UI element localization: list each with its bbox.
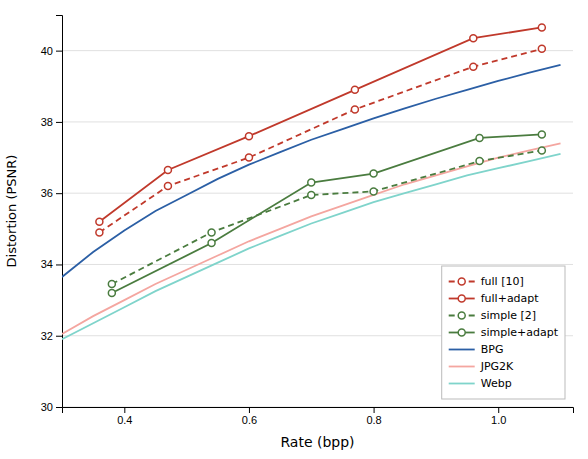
series [96, 24, 545, 225]
y-axis-title: Distortion (PSNR) [4, 155, 19, 268]
point [476, 134, 483, 141]
tick-mark [56, 336, 62, 337]
point [108, 281, 115, 288]
series-line [99, 27, 541, 221]
legend-marker [458, 329, 465, 336]
axis-line [56, 16, 63, 408]
legend-box [442, 266, 565, 399]
legend-label: simple+adapt [481, 326, 559, 339]
chart: 0.4 0.6 0.8 1.0 30 32 34 36 38 40 full [10] full+ad… [0, 0, 588, 459]
tick-label: 40 [41, 45, 53, 57]
point [538, 45, 545, 52]
series-line [112, 150, 542, 284]
plot: 0.4 0.6 0.8 1.0 30 32 34 36 38 40 full [10] full+ad… [41, 16, 574, 426]
series-group [62, 24, 561, 339]
point [470, 35, 477, 42]
legend-marker [458, 312, 465, 319]
point [108, 289, 115, 296]
tick-mark [56, 407, 62, 408]
axis-line [63, 408, 574, 414]
tick-label: 1.0 [491, 414, 506, 426]
tick-label: 30 [41, 401, 53, 413]
x-axis: 0.4 0.6 0.8 1.0 [63, 407, 574, 426]
point [538, 147, 545, 154]
tick-mark [56, 264, 62, 265]
tick: 0.8 [366, 407, 381, 426]
legend-swatch [449, 383, 475, 385]
tick: 40 [41, 45, 62, 57]
tick: 1.0 [491, 407, 506, 426]
tick-label: 34 [41, 258, 53, 270]
tick: 36 [41, 187, 62, 199]
tick-label: 36 [41, 187, 53, 199]
point [476, 158, 483, 165]
point [245, 133, 252, 140]
grid-line [62, 121, 573, 122]
tick-label: 38 [41, 116, 53, 128]
legend-label: JPG2K [480, 360, 514, 373]
tick: 32 [41, 330, 62, 342]
legend-label: full+adapt [481, 292, 540, 305]
point [164, 167, 171, 174]
legend-label: full [10] [481, 275, 524, 288]
tick-mark [249, 407, 250, 413]
tick: 0.6 [242, 407, 257, 426]
point [208, 229, 215, 236]
y-axis: 30 32 34 36 38 40 [41, 16, 63, 414]
tick: 30 [41, 401, 62, 413]
tick: 34 [41, 258, 62, 270]
series-line [99, 49, 541, 233]
point [96, 229, 103, 236]
point [351, 86, 358, 93]
legend-label: BPG [481, 343, 504, 356]
tick-mark [498, 407, 499, 413]
point [538, 131, 545, 138]
series [62, 154, 561, 339]
grid-line [62, 264, 573, 265]
tick-label: 32 [41, 330, 53, 342]
point [308, 179, 315, 186]
tick-mark [124, 407, 125, 413]
legend-label: Webp [481, 377, 512, 390]
point [245, 154, 252, 161]
point [164, 183, 171, 190]
point [351, 106, 358, 113]
tick-label: 0.4 [117, 414, 132, 426]
point [370, 188, 377, 195]
legend-marker [458, 278, 465, 285]
x-axis-title: Rate (bpp) [280, 434, 354, 450]
grid-line [62, 50, 573, 51]
series [96, 45, 545, 236]
point [370, 170, 377, 177]
tick: 0.4 [117, 407, 132, 426]
tick-label: 0.8 [366, 414, 381, 426]
legend-swatch [449, 366, 475, 368]
legend: full [10] full+adapt simple [2] simple+adap… [442, 266, 565, 399]
point [96, 218, 103, 225]
tick-mark [56, 122, 62, 123]
legend-swatch [449, 349, 475, 351]
point [470, 63, 477, 70]
point [208, 240, 215, 247]
series-line [62, 154, 561, 339]
legend-label: simple [2] [481, 309, 536, 322]
tick-mark [56, 193, 62, 194]
grid [62, 51, 573, 407]
tick-label: 0.6 [242, 414, 257, 426]
point [538, 24, 545, 31]
point [308, 191, 315, 198]
tick: 38 [41, 116, 62, 128]
tick-mark [374, 407, 375, 413]
legend-marker [458, 295, 465, 302]
tick-mark [56, 51, 62, 52]
